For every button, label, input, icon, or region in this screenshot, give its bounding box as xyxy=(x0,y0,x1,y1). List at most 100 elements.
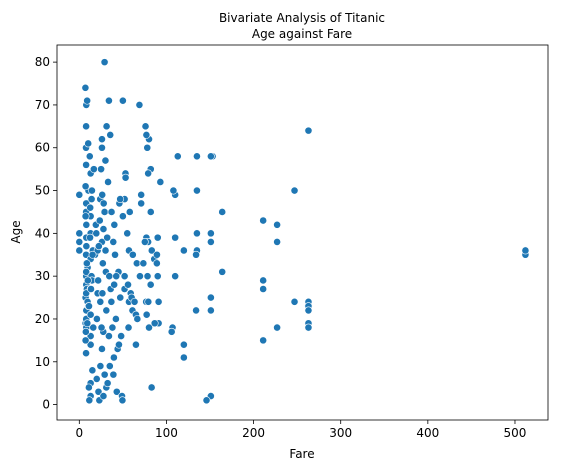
point xyxy=(103,379,112,388)
point xyxy=(99,392,108,400)
point xyxy=(136,272,144,281)
point xyxy=(124,323,133,332)
point xyxy=(86,203,95,212)
point xyxy=(98,259,107,268)
point xyxy=(118,212,127,221)
point xyxy=(123,229,132,238)
point xyxy=(192,250,200,259)
point xyxy=(87,285,95,293)
point xyxy=(167,327,176,336)
point xyxy=(88,186,96,195)
point xyxy=(137,190,146,199)
point xyxy=(141,122,150,131)
point xyxy=(87,195,96,204)
point xyxy=(147,246,156,255)
point xyxy=(193,229,201,238)
point xyxy=(103,233,112,242)
chart-title: Age against Fare xyxy=(252,27,352,41)
point xyxy=(81,327,90,336)
x-tick-label: 100 xyxy=(155,426,178,440)
point xyxy=(150,319,159,328)
point xyxy=(146,208,155,216)
point xyxy=(83,276,92,285)
point xyxy=(304,126,313,135)
x-tick-label: 0 xyxy=(75,426,83,440)
point xyxy=(259,285,268,293)
point xyxy=(206,293,215,302)
point xyxy=(82,220,91,229)
point xyxy=(121,173,130,182)
point xyxy=(109,370,118,379)
point xyxy=(206,229,215,238)
x-tick-label: 500 xyxy=(504,426,527,440)
point xyxy=(75,190,84,199)
point xyxy=(81,212,90,221)
y-tick-label: 60 xyxy=(35,141,50,155)
point xyxy=(133,315,142,323)
point xyxy=(98,143,106,152)
point xyxy=(115,340,123,349)
x-axis-label: Fare xyxy=(289,447,314,461)
point xyxy=(92,375,101,383)
point xyxy=(173,152,182,161)
point xyxy=(218,267,227,276)
point xyxy=(153,233,162,242)
point xyxy=(75,238,84,246)
point xyxy=(144,297,153,306)
point xyxy=(143,143,152,152)
point xyxy=(118,396,127,405)
point xyxy=(82,349,90,358)
point xyxy=(135,101,144,109)
point xyxy=(99,225,108,233)
point xyxy=(101,156,110,165)
point xyxy=(120,272,129,281)
point xyxy=(89,165,98,174)
point xyxy=(132,259,141,268)
point xyxy=(85,152,94,161)
x-tick-label: 400 xyxy=(416,426,439,440)
point xyxy=(273,220,282,229)
point xyxy=(81,336,90,345)
point xyxy=(109,238,118,246)
point xyxy=(94,276,103,285)
point xyxy=(304,323,313,332)
point xyxy=(152,259,161,268)
y-tick-label: 50 xyxy=(35,184,50,198)
point xyxy=(290,186,299,195)
point xyxy=(142,130,151,139)
point xyxy=(147,383,156,392)
point xyxy=(112,387,121,396)
point xyxy=(107,297,116,306)
point xyxy=(108,323,117,332)
point xyxy=(132,340,140,349)
point xyxy=(100,208,109,216)
point xyxy=(171,233,180,242)
point xyxy=(99,199,108,208)
point xyxy=(142,310,151,319)
point xyxy=(81,182,90,191)
point xyxy=(82,267,91,276)
point xyxy=(145,323,153,332)
y-tick-label: 40 xyxy=(35,226,50,240)
x-tick-label: 300 xyxy=(329,426,352,440)
point xyxy=(105,272,114,281)
point xyxy=(139,259,148,268)
point xyxy=(202,396,211,405)
point xyxy=(75,229,84,238)
point xyxy=(102,306,111,315)
point xyxy=(86,233,94,242)
point xyxy=(153,272,162,281)
point xyxy=(143,272,152,281)
point xyxy=(101,246,110,255)
point xyxy=(83,96,92,105)
point xyxy=(95,216,104,225)
point xyxy=(116,293,125,302)
point xyxy=(192,306,200,315)
point xyxy=(82,259,91,268)
point xyxy=(169,186,178,195)
point xyxy=(179,340,188,349)
point xyxy=(259,216,268,225)
point xyxy=(85,302,93,311)
y-tick-label: 80 xyxy=(35,55,50,69)
point xyxy=(206,238,215,246)
